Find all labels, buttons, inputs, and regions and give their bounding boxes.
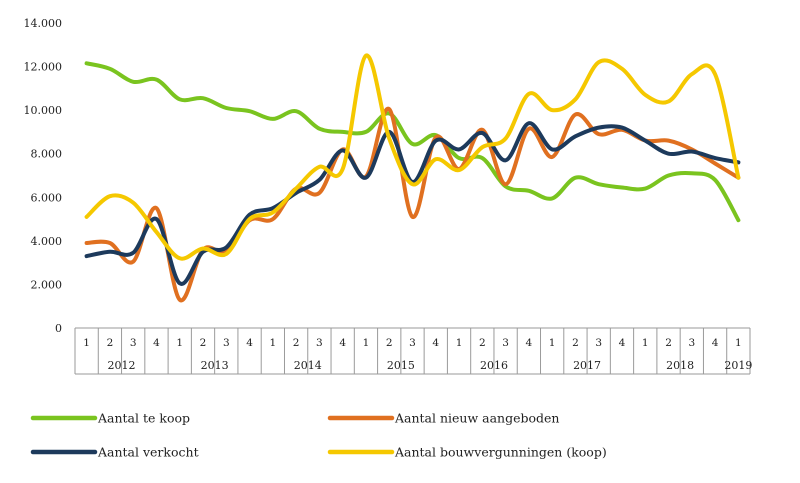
x-tick-label: 4 <box>712 337 719 349</box>
x-tick-label: 3 <box>409 337 416 349</box>
series-line-aantal-te-koop <box>84 61 741 223</box>
series-line-aantal-nieuw-aangeboden <box>84 107 741 303</box>
x-tick-label: 1 <box>456 337 463 349</box>
y-tick-label: 2.000 <box>31 278 63 291</box>
x-tick-label: 3 <box>223 337 230 349</box>
year-label: 2013 <box>201 359 229 372</box>
x-tick-label: 2 <box>665 337 672 349</box>
x-tick-label: 3 <box>316 337 323 349</box>
y-tick-label: 8.000 <box>31 148 63 161</box>
x-tick-label: 1 <box>735 337 742 349</box>
y-tick-label: 6.000 <box>31 191 63 204</box>
year-label: 2016 <box>480 359 508 372</box>
legend-label-aantal-te-koop: Aantal te koop <box>97 411 190 426</box>
x-tick-label: 3 <box>130 337 137 349</box>
x-tick-label: 1 <box>83 337 90 349</box>
x-tick-label: 2 <box>386 337 393 349</box>
x-tick-label: 3 <box>688 337 695 349</box>
x-tick-label: 3 <box>502 337 509 349</box>
x-tick-label: 4 <box>246 337 253 349</box>
year-label: 2014 <box>294 359 322 372</box>
year-label: 2012 <box>108 359 136 372</box>
chart-axes: 0 2.000 4.000 6.000 8.000 10.000 12.000 14.000 1… <box>24 17 752 375</box>
series-layer <box>84 53 741 303</box>
y-tick-label: 4.000 <box>31 235 63 248</box>
x-tick-label: 1 <box>363 337 370 349</box>
x-tick-label: 4 <box>619 337 626 349</box>
legend-label-aantal-nieuw-aangeboden: Aantal nieuw aangeboden <box>394 411 559 426</box>
x-tick-label: 4 <box>432 337 439 349</box>
x-tick-label: 4 <box>526 337 533 349</box>
x-tick-label: 2 <box>200 337 207 349</box>
y-tick-label: 14.000 <box>24 17 63 30</box>
y-tick-label: 10.000 <box>24 104 63 117</box>
x-tick-label: 4 <box>153 337 160 349</box>
x-tick-label: 1 <box>270 337 277 349</box>
x-tick-label: 2 <box>107 337 114 349</box>
year-label: 2015 <box>387 359 415 372</box>
year-label: 2019 <box>724 359 752 372</box>
year-label: 2017 <box>573 359 601 372</box>
legend-label-aantal-bouwvergunningen-koop: Aantal bouwvergunningen (koop) <box>394 445 607 460</box>
year-label: 2018 <box>666 359 694 372</box>
x-tick-label: 1 <box>642 337 649 349</box>
x-tick-label: 4 <box>339 337 346 349</box>
x-tick-label: 3 <box>595 337 602 349</box>
chart-legend: Aantal te koop Aantal nieuw aangeboden Aan… <box>30 411 607 460</box>
x-tick-label: 2 <box>293 337 300 349</box>
y-tick-label: 12.000 <box>24 61 63 74</box>
y-tick-label: 0 <box>55 322 62 335</box>
x-tick-label: 1 <box>176 337 183 349</box>
legend-label-aantal-verkocht: Aantal verkocht <box>97 445 199 460</box>
series-line-aantal-bouwvergunningen-koop <box>84 53 741 261</box>
x-tick-label: 1 <box>549 337 556 349</box>
x-tick-label: 2 <box>479 337 486 349</box>
x-tick-label: 2 <box>572 337 579 349</box>
